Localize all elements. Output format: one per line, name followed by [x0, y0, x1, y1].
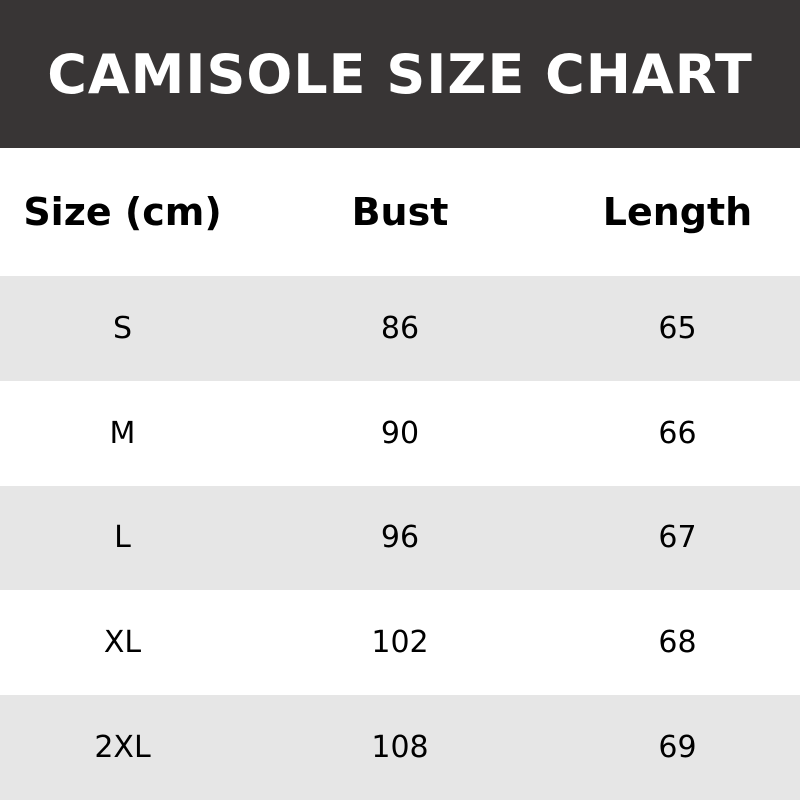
- cell-bust: 102: [371, 625, 429, 661]
- table-row: XL 102 68: [0, 590, 800, 695]
- table-row: S 86 65: [0, 276, 800, 381]
- cell-length: 67: [658, 520, 697, 556]
- cell-length: 65: [658, 310, 697, 346]
- cell-length: 69: [658, 730, 697, 766]
- header-bust: Bust: [351, 190, 449, 234]
- cell-bust: 86: [380, 310, 420, 346]
- header-size: Size (cm): [23, 190, 222, 234]
- cell-length: 68: [658, 625, 697, 661]
- cell-size: L: [114, 520, 131, 556]
- cell-size: 2XL: [94, 730, 151, 766]
- cell-length: 66: [658, 415, 697, 451]
- cell-bust: 108: [371, 730, 429, 766]
- cell-size: S: [112, 310, 133, 346]
- table-header-row: Size (cm) Bust Length: [0, 148, 800, 276]
- cell-bust: 90: [380, 415, 420, 451]
- table-row: L 96 67: [0, 485, 800, 591]
- table-row: M 90 66: [0, 381, 800, 486]
- cell-bust: 96: [380, 520, 420, 556]
- header-length: Length: [602, 190, 753, 234]
- title-banner: CAMISOLE SIZE CHART: [0, 0, 800, 148]
- page-title: CAMISOLE SIZE CHART: [47, 42, 753, 106]
- size-table: Size (cm) Bust Length S 86 65 M 90 66 L …: [0, 148, 800, 800]
- cell-size: M: [109, 415, 136, 451]
- cell-size: XL: [103, 625, 142, 661]
- table-row: 2XL 108 69: [0, 695, 800, 800]
